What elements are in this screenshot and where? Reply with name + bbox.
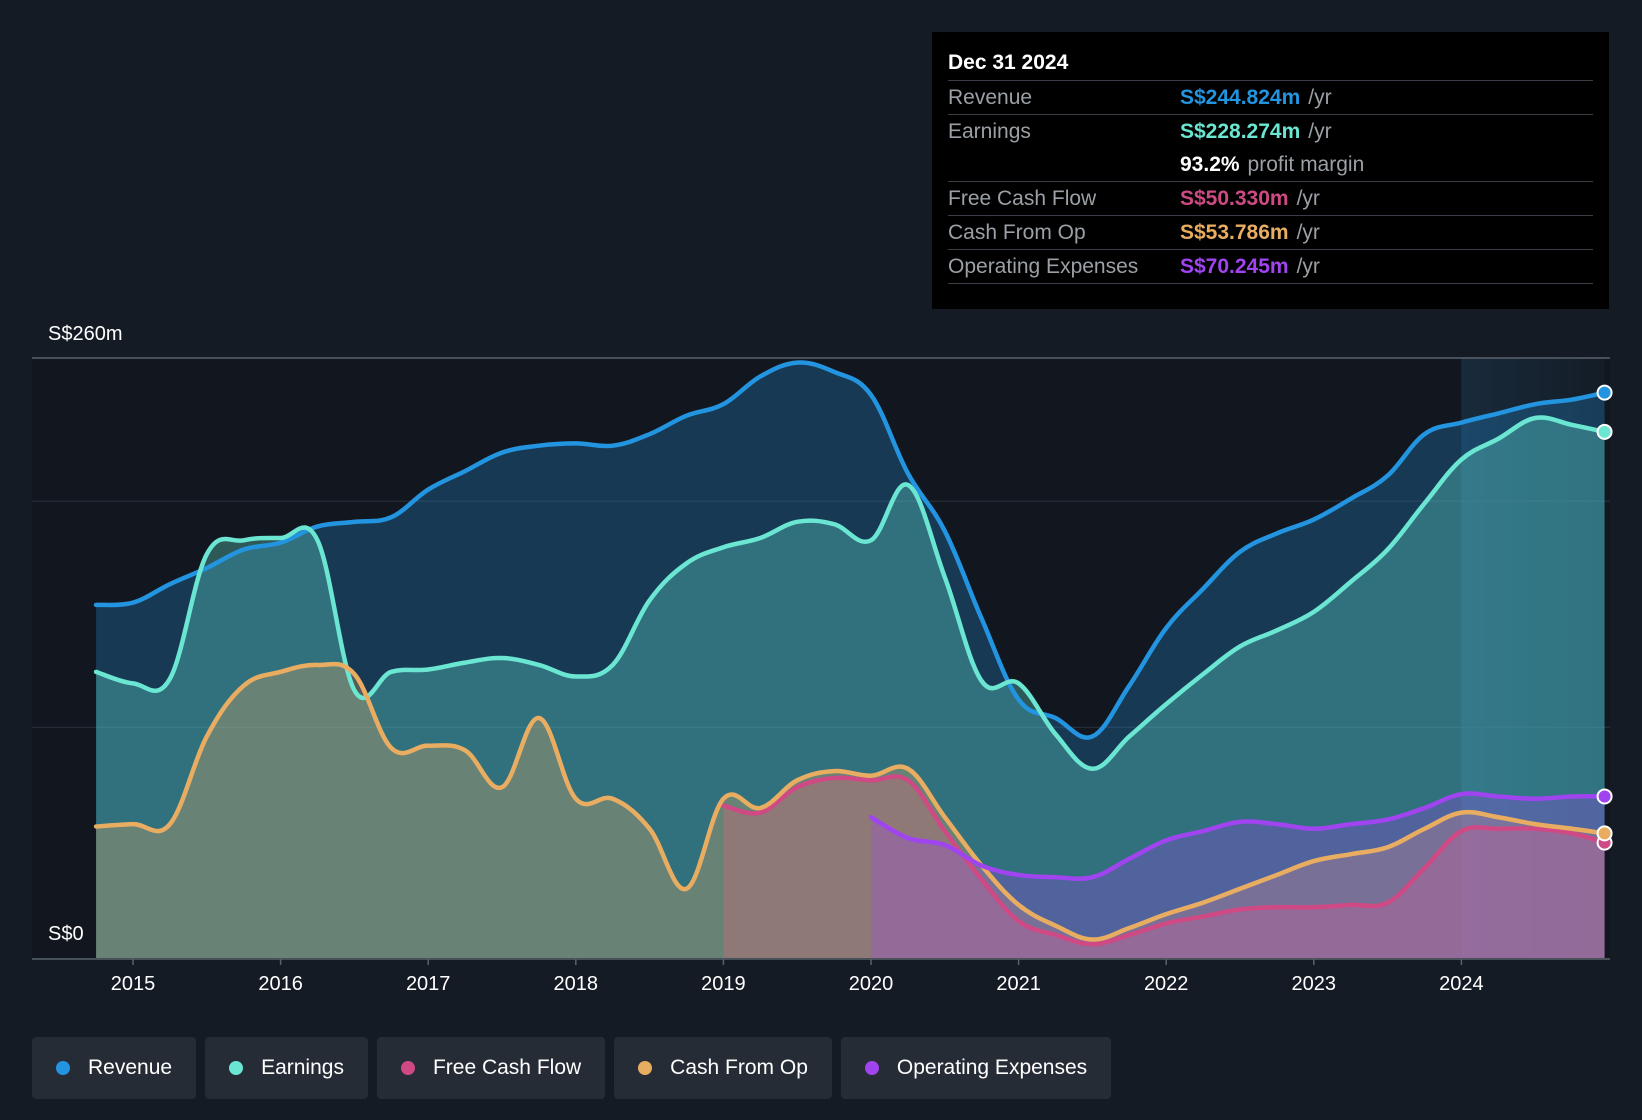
y-axis-bottom-label: S$0 — [48, 923, 84, 945]
legend-label: Revenue — [88, 1056, 173, 1079]
end-marker-revenue — [1596, 384, 1613, 401]
legend-label: Cash From Op — [670, 1056, 808, 1079]
tooltip-row-operating-expenses: Operating Expenses S$70.245m /yr — [948, 250, 1593, 284]
series-lines — [93, 360, 1607, 947]
chart-legend: Revenue Earnings Free Cash Flow Cash Fro… — [32, 1037, 1112, 1099]
legend-dot-icon — [400, 1061, 415, 1075]
legend-dot-icon — [864, 1061, 879, 1075]
line-revenue — [93, 360, 1607, 740]
tooltip-label: Operating Expenses — [948, 254, 1139, 278]
x-tick-label: 2024 — [1439, 973, 1484, 995]
tooltip-label: Revenue — [948, 85, 1033, 109]
legend-label: Free Cash Flow — [432, 1056, 582, 1079]
tooltip-row-earnings: Earnings S$228.274m /yr — [948, 115, 1593, 148]
area-cash-from-op — [96, 664, 1605, 958]
x-tick-label: 2017 — [406, 973, 451, 995]
tooltip-row-profit-margin: 93.2% profit margin — [948, 148, 1593, 182]
tooltip-unit: /yr — [1296, 186, 1320, 210]
x-tick-label: 2018 — [554, 973, 599, 995]
tooltip-value-cash-from-op: S$53.786m — [1180, 220, 1289, 244]
tooltip-date: Dec 31 2024 — [948, 46, 1593, 81]
legend-item-free-cash-flow[interactable]: Free Cash Flow — [376, 1037, 606, 1099]
tooltip-row-free-cash-flow: Free Cash Flow S$50.330m /yr — [948, 182, 1593, 216]
tooltip-unit: /yr — [1296, 254, 1320, 278]
tooltip-row-revenue: Revenue S$244.824m /yr — [948, 81, 1593, 115]
tooltip-unit: /yr — [1308, 119, 1332, 143]
tooltip-label: Earnings — [948, 119, 1031, 143]
data-tooltip: Dec 31 2024 Revenue S$244.824m /yr Earni… — [932, 32, 1609, 309]
legend-label: Earnings — [261, 1056, 344, 1079]
legend-item-earnings[interactable]: Earnings — [205, 1037, 368, 1099]
tooltip-value-earnings: S$228.274m — [1180, 119, 1301, 143]
legend-item-revenue[interactable]: Revenue — [32, 1037, 197, 1099]
line-free-cash-flow — [721, 774, 1607, 947]
line-earnings — [93, 415, 1607, 772]
x-tick-label: 2022 — [1144, 973, 1189, 995]
legend-dot-icon — [638, 1061, 653, 1075]
tooltip-unit: /yr — [1308, 85, 1332, 109]
x-tick-label: 2019 — [701, 973, 746, 995]
x-tick-label: 2015 — [111, 973, 156, 995]
area-revenue — [96, 362, 1605, 958]
legend-label: Operating Expenses — [896, 1056, 1088, 1079]
tooltip-label: Free Cash Flow — [948, 186, 1097, 210]
tooltip-profit-margin-label: profit margin — [1247, 152, 1365, 176]
line-cash-from-op — [93, 661, 1607, 942]
tooltip-label: Cash From Op — [948, 220, 1086, 244]
legend-item-operating-expenses[interactable]: Operating Expenses — [840, 1037, 1112, 1099]
legend-item-cash-from-op[interactable]: Cash From Op — [614, 1037, 832, 1099]
tooltip-value-revenue: S$244.824m — [1180, 85, 1301, 109]
line-operating-expenses — [868, 791, 1607, 882]
end-marker-cash-from-op — [1596, 825, 1613, 842]
y-axis-top-label: S$260m — [48, 323, 123, 345]
x-tick-label: 2023 — [1292, 973, 1337, 995]
x-tick-label: 2020 — [849, 973, 894, 995]
plot-background — [32, 358, 1610, 958]
legend-dot-icon — [229, 1061, 244, 1075]
x-tick-label: 2016 — [258, 973, 303, 995]
x-tick-label: 2021 — [996, 973, 1041, 995]
area-free-cash-flow — [723, 776, 1605, 958]
legend-dot-icon — [56, 1061, 70, 1075]
end-marker-operating-expenses — [1596, 788, 1613, 805]
area-operating-expenses — [871, 793, 1605, 958]
tooltip-row-cash-from-op: Cash From Op S$53.786m /yr — [948, 216, 1593, 250]
tooltip-unit: /yr — [1296, 220, 1320, 244]
series-end-markers — [1596, 384, 1613, 851]
tooltip-profit-margin-value: 93.2% — [1180, 152, 1240, 176]
tooltip-value-operating-expenses: S$70.245m — [1180, 254, 1289, 278]
forecast-highlight-band — [1461, 358, 1605, 958]
x-axis: 2015 2016 2017 2018 2019 2020 2021 2022 2023 2024 — [32, 958, 1610, 995]
end-marker-earnings — [1596, 423, 1613, 440]
tooltip-value-free-cash-flow: S$50.330m — [1180, 186, 1289, 210]
